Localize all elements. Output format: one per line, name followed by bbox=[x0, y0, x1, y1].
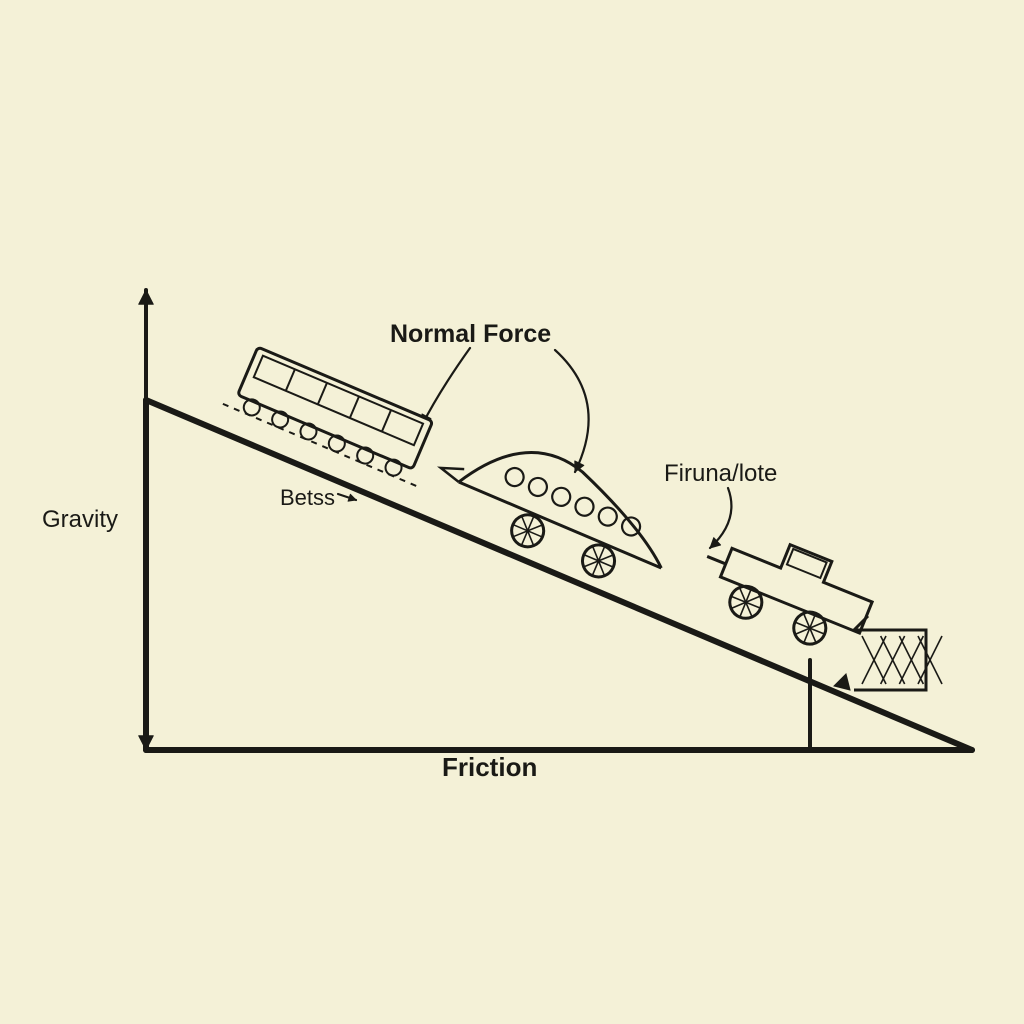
diagram-svg bbox=[0, 0, 1024, 1024]
label-firuna: Firuna/lote bbox=[664, 460, 777, 488]
label-betss: Betss bbox=[280, 485, 335, 511]
label-normal-force: Normal Force bbox=[390, 320, 551, 349]
label-friction: Friction bbox=[442, 752, 537, 783]
physics-diagram: Gravity Normal Force Firuna/lote Betss F… bbox=[0, 0, 1024, 1024]
label-gravity: Gravity bbox=[42, 506, 118, 534]
